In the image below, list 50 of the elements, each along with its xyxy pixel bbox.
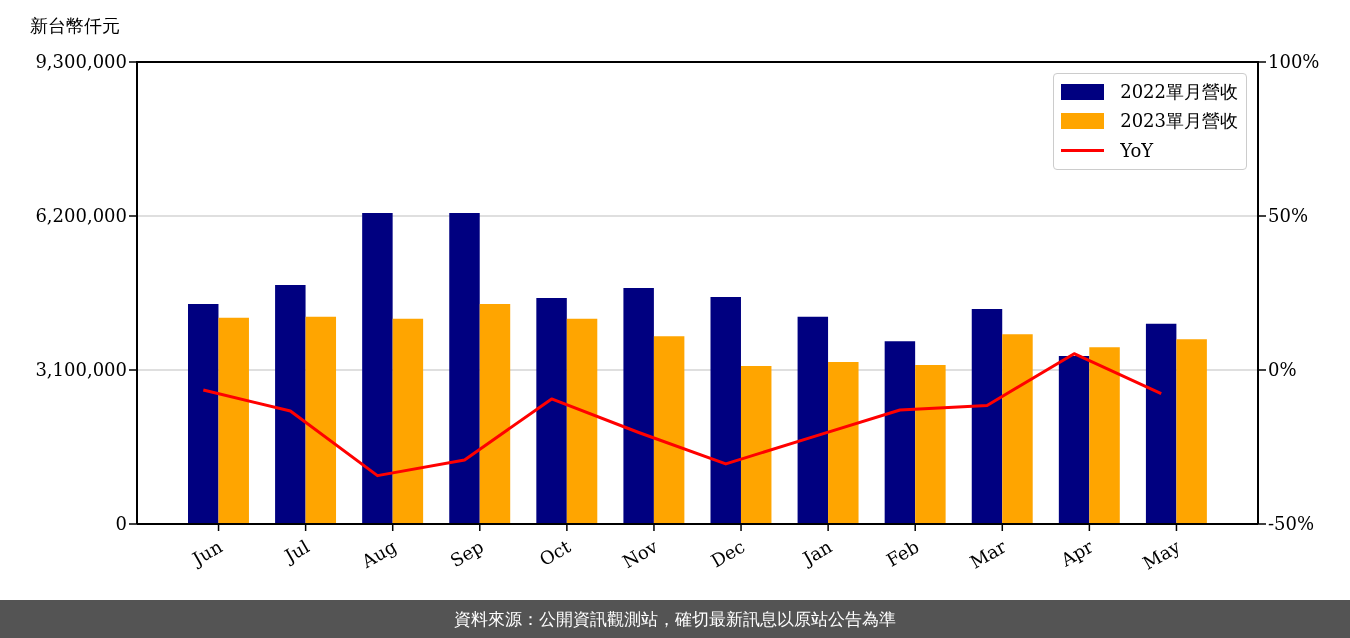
bar xyxy=(828,362,859,524)
bar xyxy=(449,213,480,524)
bar xyxy=(971,308,1003,524)
y-tick-label: 0 xyxy=(115,513,127,535)
bar xyxy=(479,303,511,524)
legend-label: 2023單月營收 xyxy=(1120,109,1238,134)
bar xyxy=(1058,356,1090,524)
legend-label: 2022單月營收 xyxy=(1120,79,1238,104)
bar xyxy=(536,297,567,524)
y-tick-label: 9,300,000 xyxy=(35,51,127,73)
x-tick-label: Sep xyxy=(446,535,487,572)
y-axis-title: 新台幣仟元 xyxy=(30,14,120,38)
y-tick-label: 3,100,000 xyxy=(35,359,127,381)
x-tick-label: Jul xyxy=(279,535,313,568)
bar xyxy=(362,213,393,524)
bar xyxy=(915,365,946,524)
x-tick-label: Aug xyxy=(357,535,400,573)
bar xyxy=(1002,334,1033,524)
bar xyxy=(1145,323,1177,524)
x-tick-label: Jan xyxy=(797,535,836,570)
bar xyxy=(1089,347,1120,524)
bar xyxy=(566,318,598,524)
bar xyxy=(623,288,654,524)
bar xyxy=(218,317,249,524)
y2-tick-label: -50% xyxy=(1268,513,1315,535)
x-tick-label: May xyxy=(1139,535,1185,574)
legend-label: YoY xyxy=(1120,140,1154,162)
x-tick-label: Dec xyxy=(707,535,749,572)
bar xyxy=(305,316,337,524)
y2-tick-label: 0% xyxy=(1268,359,1297,381)
line-series xyxy=(201,352,1163,478)
bar xyxy=(392,318,424,524)
bar xyxy=(1176,339,1207,524)
x-tick-label: Apr xyxy=(1056,535,1097,571)
bar xyxy=(797,316,829,524)
bar xyxy=(188,303,219,524)
x-tick-label: Feb xyxy=(882,535,923,571)
x-tick-label: Jun xyxy=(187,535,227,571)
bar xyxy=(710,296,741,524)
x-tick-label: Oct xyxy=(535,535,575,570)
y2-tick-label: 100% xyxy=(1268,51,1320,73)
x-tick-label: Nov xyxy=(618,535,662,573)
bar xyxy=(653,336,685,524)
x-tick-label: Mar xyxy=(966,535,1010,573)
bar xyxy=(275,285,306,524)
y2-tick-label: 50% xyxy=(1268,205,1309,227)
y-tick-label: 6,200,000 xyxy=(35,205,127,227)
source-note: 資料來源：公開資訊觀測站，確切最新訊息以原站公告為準 xyxy=(454,607,896,631)
bar xyxy=(740,366,772,524)
bar xyxy=(884,341,916,524)
